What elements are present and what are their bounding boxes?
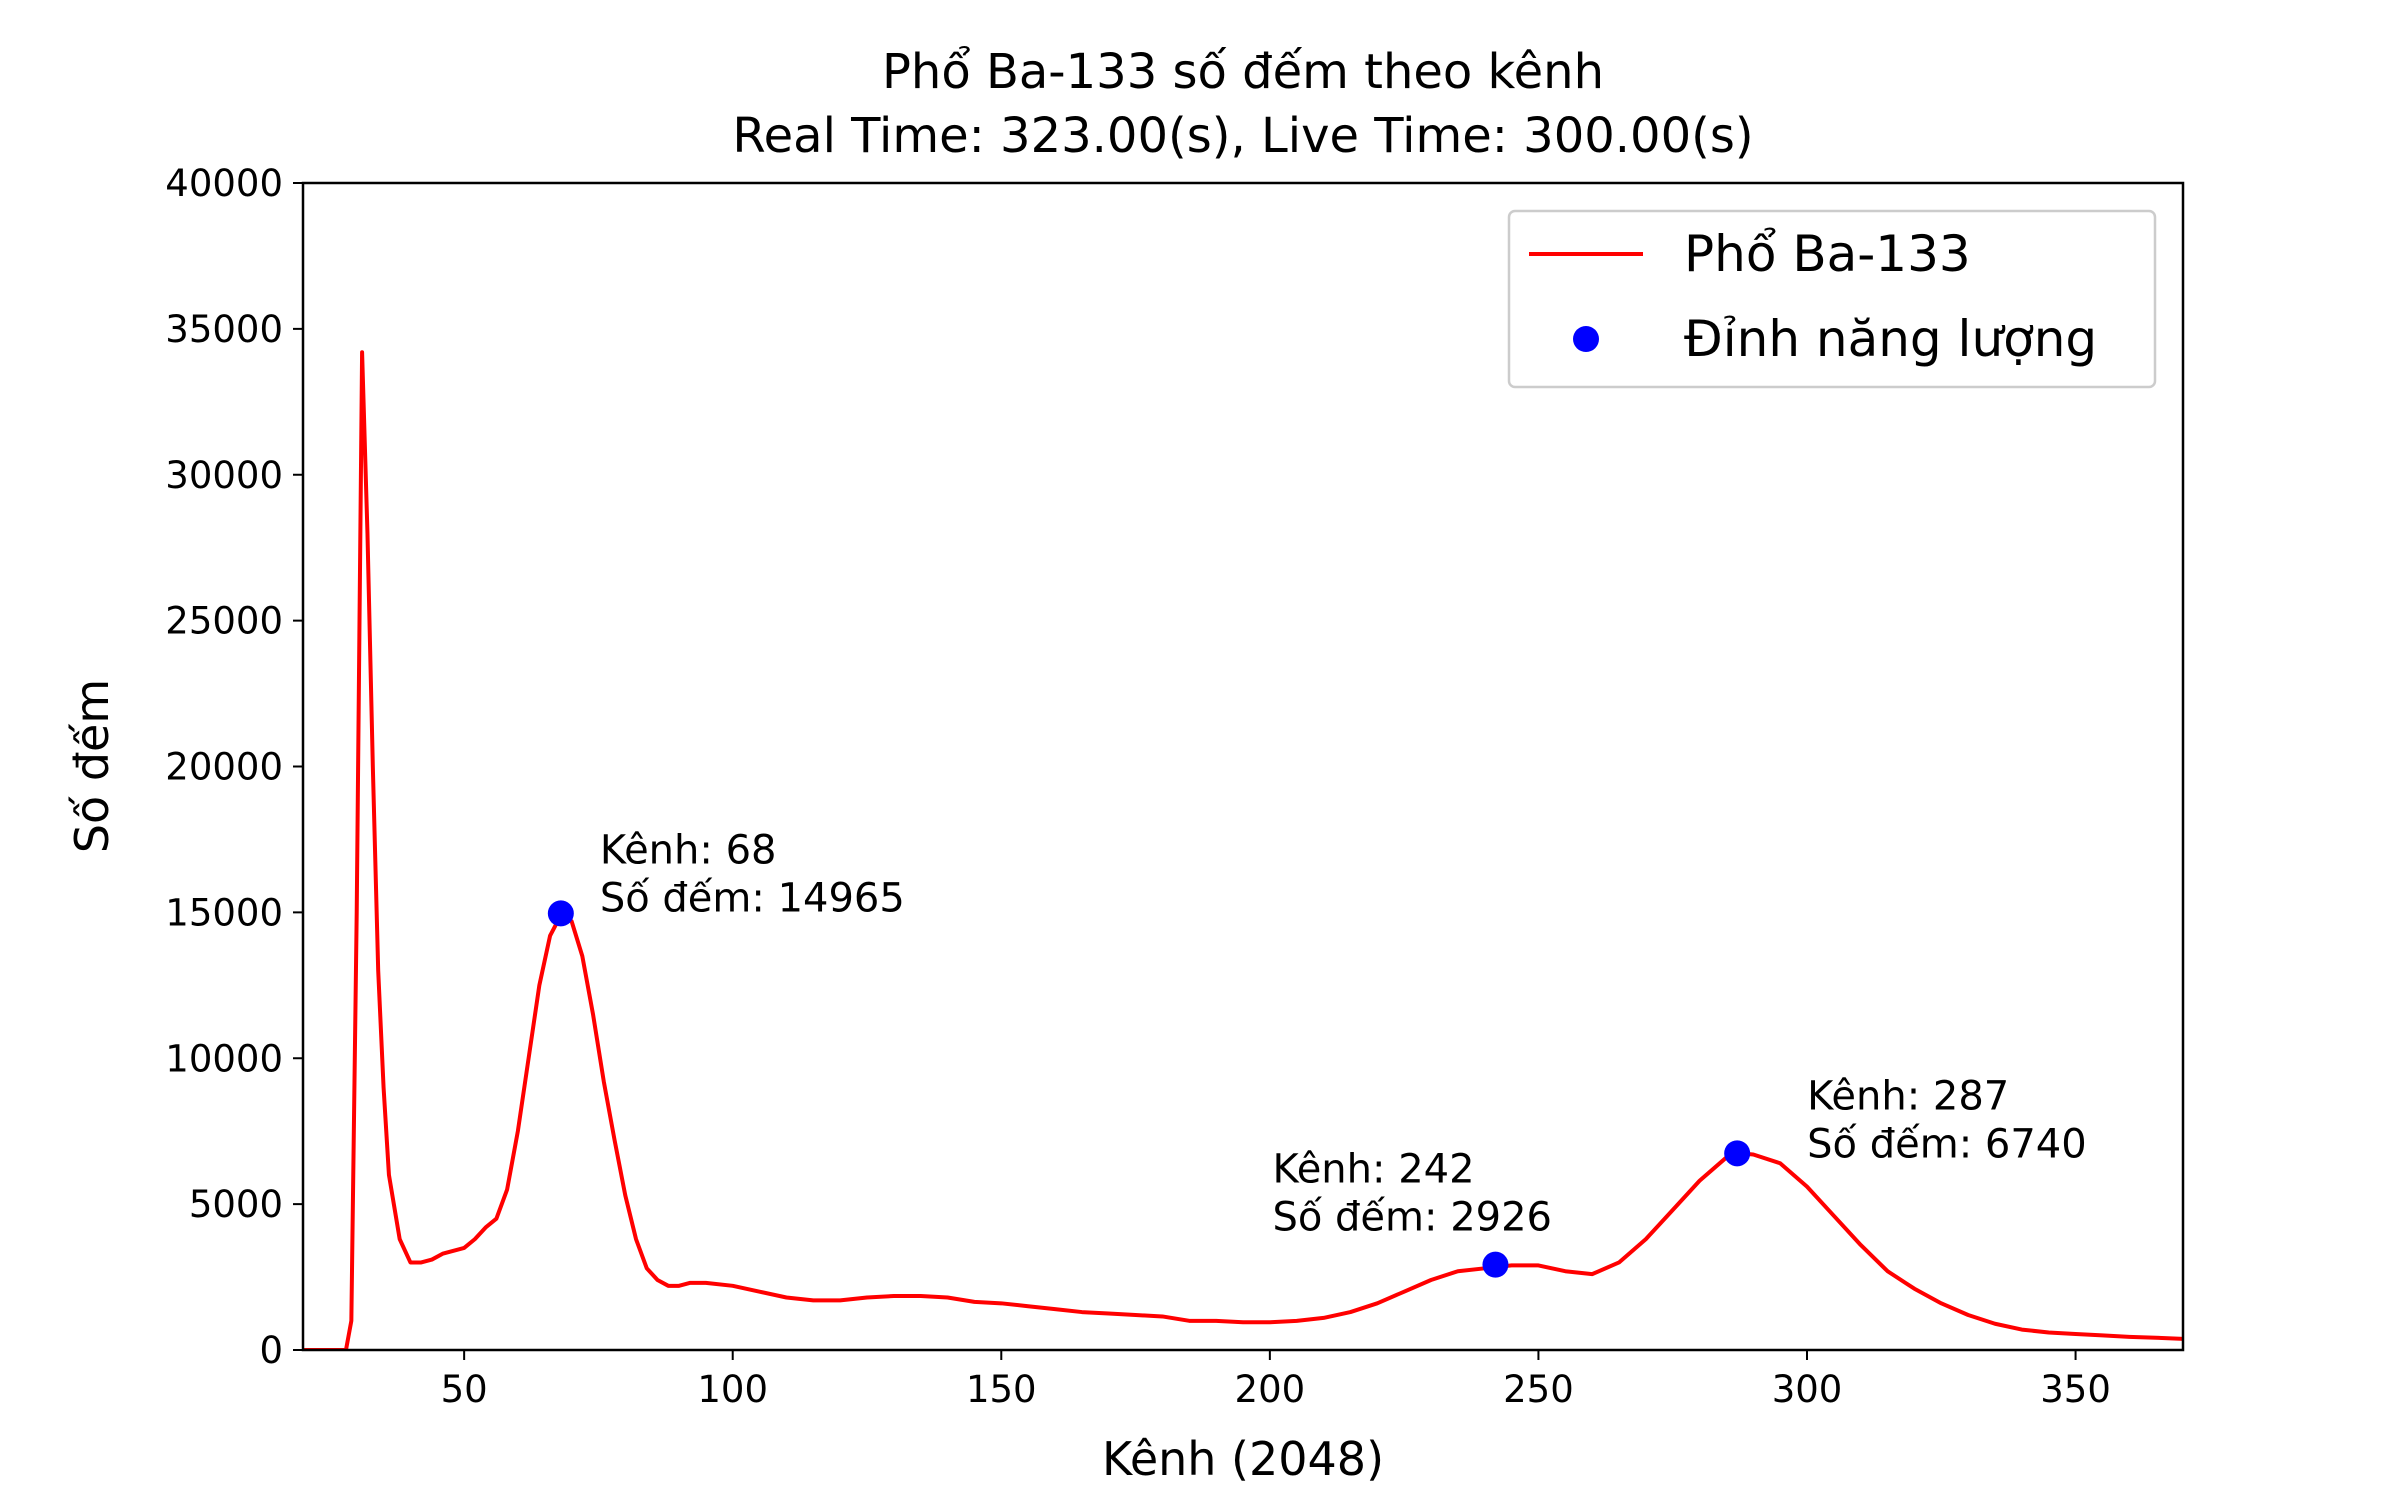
- peak-annotation: Kênh: 68: [600, 827, 777, 873]
- y-tick-label: 30000: [165, 454, 283, 497]
- legend-label: Phổ Ba-133: [1684, 225, 1971, 283]
- x-tick-label: 350: [2040, 1368, 2111, 1411]
- plot-frame: [301, 181, 2185, 1352]
- peak-annotation: Kênh: 242: [1272, 1147, 1474, 1193]
- y-tick-label: 25000: [165, 600, 283, 643]
- x-tick-label: 100: [697, 1368, 768, 1411]
- peak-annotation: Số đếm: 2926: [1272, 1195, 1552, 1241]
- x-tick-label: 300: [1772, 1368, 1843, 1411]
- y-tick-label: 35000: [165, 308, 283, 351]
- x-tick-label: 150: [966, 1368, 1037, 1411]
- peak-annotation: Số đếm: 14965: [600, 875, 905, 921]
- peak-annotation: Kênh: 287: [1807, 1073, 2009, 1119]
- y-tick-label: 10000: [165, 1037, 283, 1080]
- x-tick-label: 250: [1503, 1368, 1574, 1411]
- chart-subtitle: Real Time: 323.00(s), Live Time: 300.00(…: [732, 108, 1753, 164]
- peak-point: [1482, 1251, 1509, 1278]
- spectrum-line: [303, 350, 2183, 1350]
- legend-label: Đỉnh năng lượng: [1684, 310, 2097, 368]
- peak-point: [1724, 1140, 1751, 1167]
- y-tick-label: 0: [259, 1329, 283, 1372]
- peak-point: [547, 900, 574, 927]
- y-tick-label: 20000: [165, 746, 283, 789]
- y-tick-label: 40000: [165, 162, 283, 205]
- x-axis-label: Kênh (2048): [1102, 1432, 1384, 1486]
- chart-title: Phổ Ba-133 số đếm theo kênh: [882, 44, 1604, 100]
- x-tick-label: 200: [1235, 1368, 1306, 1411]
- legend-marker: [1573, 326, 1599, 352]
- legend-box: [1507, 209, 2157, 389]
- y-tick-label: 5000: [189, 1183, 283, 1226]
- y-axis-label: Số đếm: [65, 679, 119, 853]
- peak-annotation: Số đếm: 6740: [1807, 1121, 2087, 1167]
- y-tick-label: 15000: [165, 891, 283, 934]
- x-tick-label: 50: [441, 1368, 488, 1411]
